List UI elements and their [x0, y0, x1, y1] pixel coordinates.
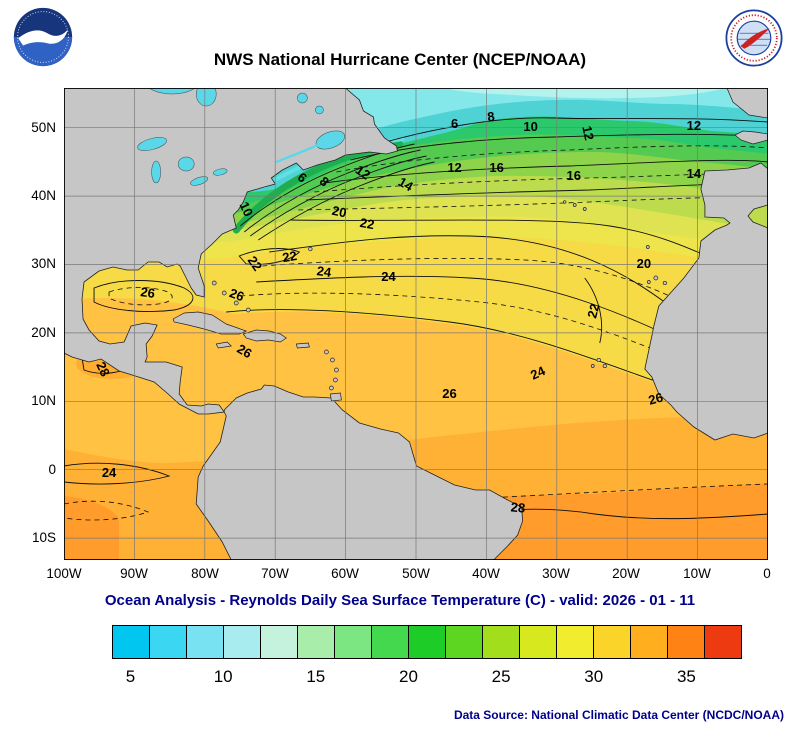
colorbar-cell — [520, 626, 557, 658]
colorbar-tick-label: 5 — [125, 667, 136, 686]
contour-label: 12 — [687, 118, 701, 133]
british-isles-landmass — [726, 88, 768, 119]
contour-label: 6 — [451, 116, 458, 131]
lon-tick-label: 60W — [331, 566, 359, 581]
lat-tick-label: 10S — [31, 530, 56, 545]
colorbar-cell — [113, 626, 150, 658]
contour-label: 24 — [381, 269, 396, 284]
colorbar-cell — [335, 626, 372, 658]
land-masses — [64, 88, 768, 560]
colorbar-cell — [261, 626, 298, 658]
contour-label: 22 — [584, 302, 602, 320]
contour-label: 20 — [331, 203, 348, 221]
sst-map-figure: 6 8 12 14 10 20 22 6 8 10 12 12 12 16 16 14 20 22 22 24 24 26… — [0, 88, 800, 588]
lon-tick-label: 20W — [612, 566, 640, 581]
colorbar — [112, 625, 742, 659]
colorbar-tick-label: 20 — [399, 667, 418, 686]
contour-label: 28 — [93, 359, 113, 378]
colorbar-cell — [150, 626, 187, 658]
colorbar-tick-label: 25 — [491, 667, 511, 686]
colorbar-cell — [187, 626, 224, 658]
lat-tick-label: 50N — [31, 120, 56, 135]
small-islands — [211, 200, 667, 391]
north-america-landmass — [64, 88, 398, 415]
colorbar-cell — [594, 626, 631, 658]
lon-tick-label: 70W — [261, 566, 289, 581]
cuba-island — [172, 311, 248, 335]
contour-label: 8 — [486, 109, 495, 125]
contour-label: 14 — [687, 166, 702, 181]
colorbar-cell — [298, 626, 335, 658]
south-america-landmass — [195, 384, 524, 560]
lon-tick-label: 40W — [472, 566, 500, 581]
page-title: NWS National Hurricane Center (NCEP/NOAA… — [213, 50, 587, 69]
contour-label: 22 — [281, 248, 298, 265]
colorbar-cell — [631, 626, 668, 658]
contour-label: 12 — [447, 160, 461, 175]
lakes-and-bays — [137, 88, 346, 186]
contour-label: 24 — [528, 363, 548, 383]
lon-tick-label: 100W — [46, 566, 82, 581]
colorbar-cell — [705, 626, 741, 658]
lon-tick-label: 80W — [191, 566, 219, 581]
colorbar-tick-label: 30 — [584, 667, 604, 686]
contour-label: 16 — [489, 160, 503, 175]
colorbar-cell — [409, 626, 446, 658]
colorbar-cell — [557, 626, 594, 658]
graticule-grid — [64, 88, 768, 560]
lon-tick-label: 10W — [683, 566, 711, 581]
lat-tick-label: 0 — [48, 462, 56, 477]
trinidad-island — [329, 392, 342, 402]
colorbar-cell — [224, 626, 261, 658]
contour-label: 24 — [102, 465, 117, 480]
contour-label: 20 — [637, 256, 651, 271]
map-caption: Ocean Analysis - Reynolds Daily Sea Surf… — [104, 592, 696, 609]
nws-logo — [724, 8, 784, 68]
lat-tick-label: 20N — [31, 325, 56, 340]
noaa-emblem-icon — [13, 7, 73, 67]
colorbar-tick-label: 35 — [676, 667, 696, 686]
contour-label: 28 — [510, 499, 526, 515]
contour-label: 26 — [647, 390, 665, 408]
contour-label: 10 — [523, 119, 537, 134]
colorbar-cell — [372, 626, 409, 658]
colorbar-cell — [483, 626, 520, 658]
contour-label: 26 — [442, 386, 456, 401]
contour-label: 12 — [579, 124, 597, 141]
colorbar-tick-label: 10 — [213, 667, 233, 686]
lat-tick-label: 40N — [31, 188, 56, 203]
contour-label: 26 — [234, 341, 254, 361]
contour-label: 16 — [566, 168, 580, 183]
contour-label: 12 — [353, 162, 373, 183]
africa-iberia-landmass — [644, 162, 768, 441]
nws-emblem-icon — [725, 9, 783, 67]
colorbar-tick-label: 15 — [306, 667, 326, 686]
lat-tick-label: 30N — [31, 256, 56, 271]
noaa-logo — [12, 6, 74, 68]
contour-label: 26 — [227, 285, 246, 304]
lon-tick-label: 30W — [542, 566, 570, 581]
france-coast-landmass — [734, 130, 768, 145]
contour-label: 24 — [316, 263, 333, 280]
contour-label: 22 — [245, 253, 266, 273]
contour-label: 26 — [140, 284, 156, 301]
lon-tick-label: 90W — [120, 566, 148, 581]
colorbar-cell — [446, 626, 483, 658]
lat-tick-label: 10N — [31, 393, 56, 408]
contour-label: 22 — [359, 215, 376, 232]
jamaica-island — [215, 341, 232, 349]
puerto-rico-island — [295, 342, 310, 349]
data-source: Data Source: National Climatic Data Cent… — [453, 708, 784, 722]
lon-tick-label: 50W — [402, 566, 430, 581]
lon-tick-label: 0 — [763, 566, 771, 581]
colorbar-cell — [668, 626, 705, 658]
contour-label: 10 — [236, 199, 256, 218]
